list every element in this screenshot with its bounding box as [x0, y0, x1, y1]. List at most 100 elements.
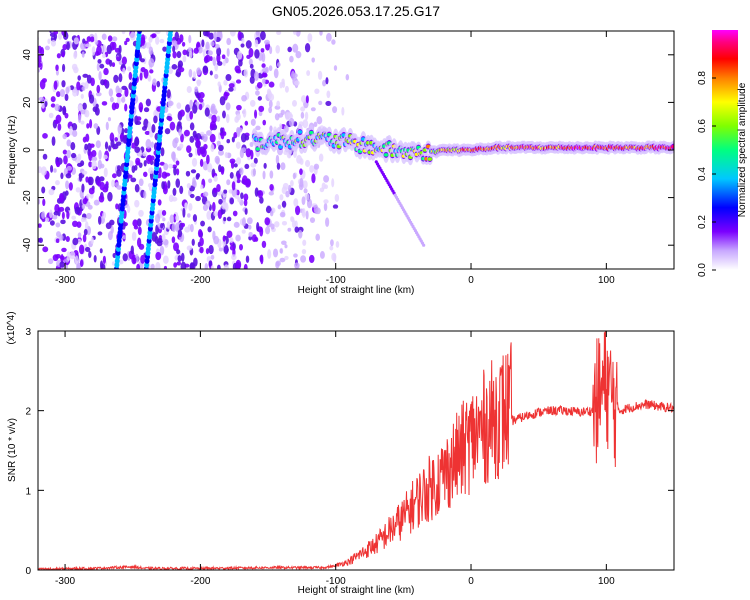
spectrogram-noise-cell	[178, 66, 185, 73]
spectrogram-noise-cell	[177, 229, 183, 238]
spectrogram-noise-cell	[272, 248, 279, 258]
spectrogram-noise-cell	[89, 143, 95, 148]
spectrogram-noise-cell	[54, 103, 60, 112]
spectrogram-noise-cell	[48, 112, 54, 119]
spectrogram-noise-cell	[300, 106, 306, 112]
spectrogram-noise-cell	[155, 213, 161, 224]
spectrogram-noise-cell	[175, 178, 181, 188]
spectrogram-noise-cell	[294, 262, 300, 269]
spectrogram-noise-cell	[121, 127, 125, 135]
spectrogram-noise-cell	[137, 226, 142, 236]
spectrogram-noise-cell	[147, 182, 153, 188]
spectrogram-noise-cell	[157, 238, 164, 243]
spectrogram-noise-cell	[277, 113, 284, 118]
spectrogram-noise-cell	[91, 46, 96, 56]
spectrogram-noise-cell	[302, 119, 309, 129]
spectrogram-noise-cell	[177, 121, 182, 127]
spectrogram-noise-cell	[90, 236, 94, 245]
spectrogram-noise-cell	[117, 132, 121, 143]
spectrogram-noise-cell	[222, 110, 226, 119]
spectrogram-noise-cell	[223, 216, 227, 222]
spectrogram-noise-cell	[260, 254, 264, 265]
spectrogram-noise-cell	[250, 118, 256, 126]
spectrogram-noise-cell	[44, 45, 50, 51]
spectrogram-noise-cell	[164, 172, 171, 177]
spectrogram-noise-cell	[279, 194, 284, 201]
spectrogram-noise-cell	[77, 232, 82, 238]
spectrogram-noise-cell	[326, 90, 331, 99]
spectrogram-noise-cell	[318, 100, 323, 106]
spectrogram-noise-cell	[301, 208, 306, 218]
spectrogram-noise-cell	[140, 67, 146, 73]
spectrogram-noise-cell	[55, 238, 60, 243]
spectrogram-noise-cell	[42, 153, 48, 160]
spectrogram-noise-cell	[133, 164, 138, 171]
spectrogram-noise-cell	[135, 120, 142, 126]
spectrogram-noise-cell	[218, 247, 223, 252]
spectrogram-ylabel: Frequency (Hz)	[7, 116, 18, 185]
spectrogram-noise-cell	[116, 56, 120, 61]
colorbar-tick-label: 0.8	[697, 71, 708, 85]
spectrogram-noise-cell	[218, 198, 223, 205]
spectrogram-noise-cell	[121, 97, 126, 103]
spectrogram-noise-cell	[32, 31, 36, 36]
spectrogram-xlabel: Height of straight line (km)	[298, 285, 415, 296]
spectrogram-noise-cell	[124, 103, 128, 112]
spectrogram-noise-cell	[228, 87, 234, 92]
spectrogram-noise-cell	[231, 136, 235, 143]
spectrogram-noise-cell	[209, 70, 213, 76]
spectrogram-noise-cell	[316, 116, 323, 125]
spectrogram-noise-cell	[173, 242, 180, 252]
spectrogram-noise-cell	[216, 115, 221, 122]
spectrogram-noise-cell	[76, 81, 81, 91]
spectrogram-noise-cell	[331, 178, 335, 188]
spectrogram-noise-cell	[65, 235, 70, 242]
spectrogram-noise-cell	[259, 31, 266, 41]
spectrogram-noise-cell	[233, 132, 238, 139]
spectrogram-noise-cell	[315, 233, 320, 241]
spectrogram-noise-cell	[222, 59, 226, 67]
spectrogram-noise-cell	[188, 203, 193, 211]
spectrogram-noise-cell	[169, 121, 176, 131]
spectrogram-noise-cell	[259, 226, 264, 237]
spectrogram-noise-cell	[314, 88, 320, 95]
spectrogram-noise-cell	[29, 121, 35, 126]
spectrogram-noise-cell	[189, 122, 195, 131]
spectrogram-noise-cell	[224, 151, 229, 159]
spectrogram-noise-cell	[197, 229, 203, 238]
spectrogram-noise-cell	[84, 221, 89, 231]
spectrogram-noise-cell	[311, 57, 315, 63]
spectrogram-noise-cell	[281, 81, 286, 88]
spectrogram-noise-cell	[69, 250, 76, 260]
spectrogram-noise-cell	[72, 129, 78, 138]
spectrogram-noise-cell	[96, 45, 102, 56]
spectrogram-noise-cell	[107, 230, 113, 241]
spectrogram-noise-cell	[186, 183, 191, 189]
spectrogram-noise-cell	[41, 186, 46, 194]
spectrogram-noise-cell	[136, 116, 142, 121]
spectrogram-noise-cell	[164, 128, 171, 135]
spectrogram-noise-cell	[179, 185, 184, 195]
spectrogram-noise-cell	[269, 210, 274, 217]
spectrogram-noise-cell	[147, 74, 152, 82]
spectrogram-noise-cell	[333, 65, 338, 71]
spectrogram-noise-cell	[91, 150, 97, 157]
spectrogram-noise-cell	[48, 188, 55, 196]
spectrogram-noise-cell	[202, 191, 209, 197]
spectrogram-noise-cell	[250, 168, 257, 178]
snr-series-line	[38, 331, 674, 570]
spectrogram-noise-cell	[303, 188, 308, 194]
spectrogram-noise-cell	[186, 145, 192, 153]
spectrogram-noise-cell	[102, 211, 107, 219]
spectrogram-noise-cell	[244, 208, 248, 215]
snr-xtick-label: 100	[598, 576, 615, 587]
spectrogram-noise-cell	[240, 192, 244, 200]
spectrogram-noise-cell	[96, 84, 101, 94]
spectrogram-noise-cell	[229, 171, 234, 179]
spectrogram-noise-cell	[82, 73, 89, 78]
spectrogram-noise-cell	[80, 93, 84, 99]
spectrogram-noise-cell	[249, 141, 254, 148]
spectrogram-noise-cell	[196, 67, 202, 76]
spectrogram-noise-cell	[152, 78, 157, 86]
spectrogram-noise-cell	[334, 193, 340, 202]
